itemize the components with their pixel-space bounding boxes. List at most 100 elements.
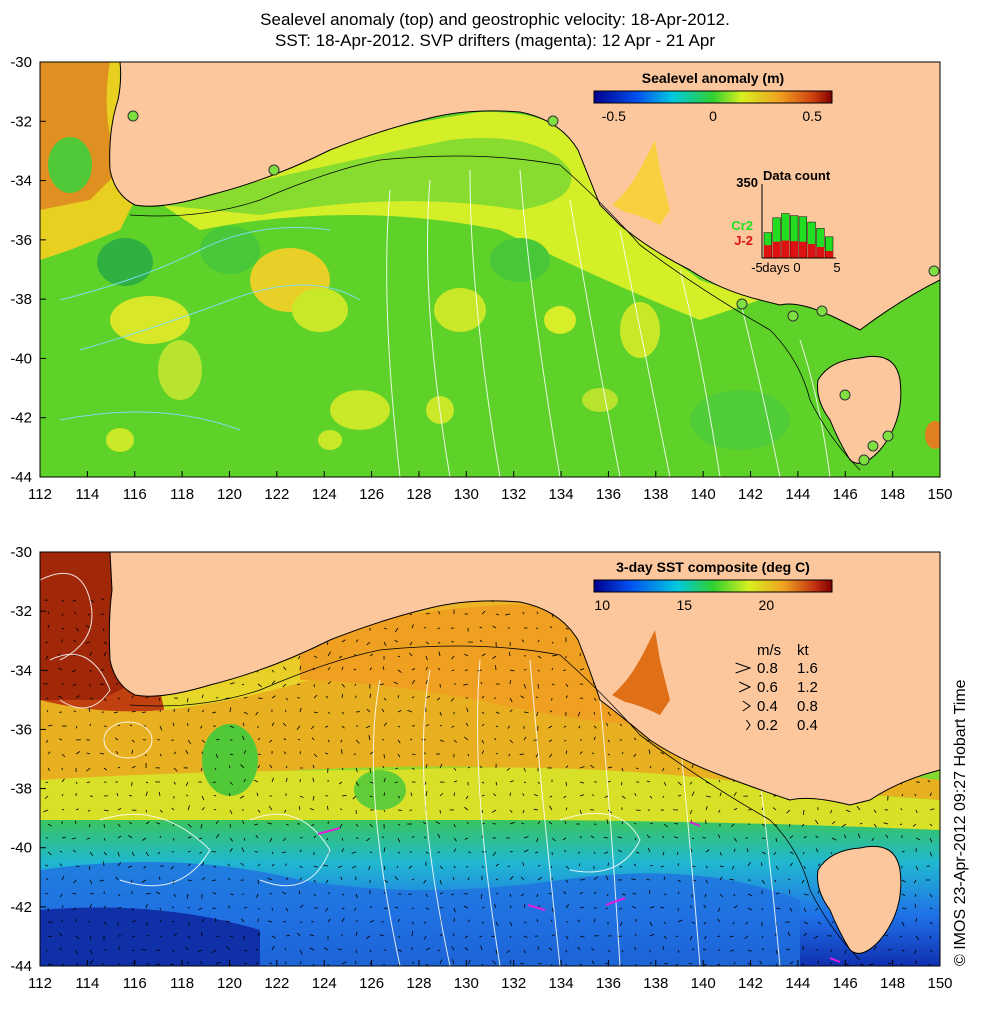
- bottom-lon-tick-138: 138: [643, 975, 668, 992]
- top-lon-tick-116: 116: [123, 486, 147, 503]
- sst-colorbar-tick-15: 15: [676, 597, 692, 613]
- bottom-lat-tick--38: -38: [10, 781, 32, 798]
- bottom-lon-tick-136: 136: [596, 975, 621, 992]
- top-lon-tick-140: 140: [691, 486, 716, 503]
- bottom-lon-tick-144: 144: [785, 975, 810, 992]
- top-lon-tick-138: 138: [643, 486, 668, 503]
- velocity-legend-arrow: [735, 662, 752, 674]
- top-lat-tick--38: -38: [10, 291, 32, 308]
- ssh-tasmania-coast: [817, 355, 902, 464]
- sst-colorbar-ticks: 10 15 20: [594, 597, 774, 613]
- inset-xtick-zero: 0: [793, 260, 800, 275]
- bottom-lon-tick-146: 146: [833, 975, 858, 992]
- velocity-legend-arrow: [738, 681, 752, 693]
- bottom-lon-tick-122: 122: [264, 975, 289, 992]
- bottom-lon-tick-114: 114: [75, 975, 99, 992]
- inset-bar-j2: [825, 251, 833, 258]
- top-lat-tick--40: -40: [10, 350, 32, 367]
- sst-coastline: [108, 552, 940, 806]
- inset-xtick-pos: 5: [833, 260, 840, 275]
- ssh-shelf-contour: [129, 155, 861, 471]
- bottom-lat-tick--40: -40: [10, 840, 32, 857]
- top-lon-tick-146: 146: [833, 486, 858, 503]
- velocity-legend-ms: 0.8: [757, 660, 778, 677]
- sst-colorbar-tick-20: 20: [759, 597, 775, 613]
- ssh-land: [109, 62, 940, 464]
- svp-drifter-tracks: [317, 821, 841, 963]
- inset-bar-j2: [816, 246, 825, 258]
- inset-bar-j2: [790, 241, 798, 258]
- top-lon-tick-144: 144: [785, 486, 810, 503]
- inset-bar-j2: [781, 240, 790, 258]
- bottom-lon-tick-150: 150: [927, 975, 952, 992]
- inset-series-j2: J-2: [734, 233, 753, 248]
- top-lon-tick-150: 150: [927, 486, 952, 503]
- bottom-lon-tick-120: 120: [217, 975, 242, 992]
- top-lat-tick--30: -30: [10, 54, 32, 71]
- inset-bar-j2: [764, 245, 772, 258]
- inset-bar-j2: [807, 244, 816, 258]
- sst-shelf-contour: [129, 645, 861, 961]
- velocity-legend-arrow: [745, 719, 751, 731]
- bottom-lon-tick-128: 128: [406, 975, 431, 992]
- top-lon-tick-122: 122: [264, 486, 289, 503]
- velocity-legend-ms: 0.6: [757, 679, 778, 696]
- bottom-lon-tick-126: 126: [359, 975, 384, 992]
- velocity-legend-header-kt: kt: [797, 642, 810, 659]
- bottom-lat-tick--34: -34: [10, 662, 32, 679]
- inset-ymax-label: 350: [736, 175, 758, 190]
- top-lon-tick-148: 148: [880, 486, 905, 503]
- velocity-legend-kt: 0.8: [797, 698, 818, 715]
- bottom-lon-tick-140: 140: [691, 975, 716, 992]
- bottom-lat-tick--30: -30: [10, 544, 32, 561]
- top-lon-tick-112: 112: [28, 486, 52, 503]
- ssh-colorbar-tick-neg: -0.5: [602, 108, 626, 124]
- imos-credit: © IMOS 23-Apr-2012 09:27 Hobart Time: [952, 679, 969, 966]
- figure-title-line1: Sealevel anomaly (top) and geostrophic v…: [260, 10, 730, 29]
- bottom-lon-tick-142: 142: [738, 975, 763, 992]
- data-count-inset: Data count 350 Cr2 J-2 -5 0 5 days: [731, 168, 840, 275]
- top-lon-tick-118: 118: [170, 486, 194, 503]
- inset-bar-j2: [772, 241, 781, 258]
- bottom-lon-tick-labels: 112 114 116 118 120 122 124 126 128 130 132 134 136 1…: [28, 960, 953, 992]
- top-lon-tick-142: 142: [738, 486, 763, 503]
- top-lat-tick--44: -44: [10, 469, 32, 486]
- bottom-lon-tick-134: 134: [549, 975, 574, 992]
- inset-xtick-neg: -5: [751, 260, 763, 275]
- bottom-lat-tick--32: -32: [10, 603, 32, 620]
- bottom-lon-tick-132: 132: [501, 975, 526, 992]
- bottom-lat-tick--42: -42: [10, 899, 32, 916]
- top-lat-tick--36: -36: [10, 232, 32, 249]
- top-lon-tick-130: 130: [454, 486, 479, 503]
- velocity-legend-kt: 1.2: [797, 679, 818, 696]
- bottom-lon-tick-112: 112: [28, 975, 52, 992]
- tide-gauge-markers: [127, 110, 940, 466]
- top-lon-tick-132: 132: [501, 486, 526, 503]
- velocity-legend-kt: 1.6: [797, 660, 818, 677]
- bottom-lat-tick--44: -44: [10, 958, 32, 975]
- top-lat-tick--42: -42: [10, 410, 32, 427]
- bottom-lon-tick-124: 124: [312, 975, 337, 992]
- top-lon-tick-labels: 112 114 116 118 120 122 124 126 128 130 132 134 136 1…: [28, 471, 953, 503]
- velocity-legend-header-ms: m/s: [757, 642, 781, 659]
- bottom-lat-tick--36: -36: [10, 721, 32, 738]
- velocity-legend: m/s kt 0.8 1.6 0.6 1.2 0.4 0.8 0.2 0.4: [735, 642, 818, 734]
- sst-map-panel: 3-day SST composite (deg C) 10 15 20 m/s…: [10, 544, 952, 992]
- top-lon-tick-126: 126: [359, 486, 384, 503]
- sst-colorbar-title: 3-day SST composite (deg C): [616, 559, 810, 575]
- bottom-lat-tick-labels: -30 -32 -34 -36 -38 -40 -42 -44: [10, 544, 46, 975]
- top-lon-tick-128: 128: [406, 486, 431, 503]
- ssh-map-panel: Sealevel anomaly (m) -0.5 0 0.5 Data cou…: [10, 54, 952, 503]
- sst-colorbar-tick-10: 10: [594, 597, 610, 613]
- ssh-colorbar-tick-zero: 0: [709, 108, 717, 124]
- top-lon-tick-120: 120: [217, 486, 242, 503]
- sst-land: [109, 552, 940, 954]
- inset-series-cr2: Cr2: [731, 218, 753, 233]
- bottom-lon-tick-118: 118: [170, 975, 194, 992]
- ssh-colorbar-tick-pos: 0.5: [802, 108, 822, 124]
- top-lat-tick--34: -34: [10, 173, 32, 190]
- inset-bar-j2: [799, 241, 807, 258]
- top-lon-tick-136: 136: [596, 486, 621, 503]
- ssh-colorbar: [593, 90, 833, 104]
